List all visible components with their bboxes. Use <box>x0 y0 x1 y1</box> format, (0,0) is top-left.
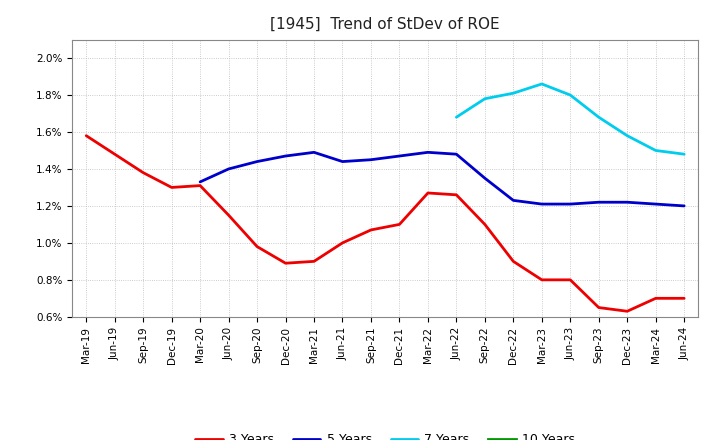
3 Years <box>310 259 318 264</box>
5 Years <box>395 154 404 159</box>
7 Years <box>480 96 489 101</box>
5 Years <box>282 154 290 159</box>
7 Years <box>680 151 688 157</box>
Legend: 3 Years, 5 Years, 7 Years, 10 Years: 3 Years, 5 Years, 7 Years, 10 Years <box>191 429 580 440</box>
7 Years <box>537 81 546 87</box>
7 Years <box>595 114 603 120</box>
3 Years <box>338 240 347 246</box>
5 Years <box>225 166 233 172</box>
7 Years <box>623 133 631 138</box>
5 Years <box>509 198 518 203</box>
7 Years <box>566 92 575 98</box>
3 Years <box>196 183 204 188</box>
3 Years <box>623 308 631 314</box>
3 Years <box>110 151 119 157</box>
3 Years <box>509 259 518 264</box>
5 Years <box>566 202 575 207</box>
5 Years <box>480 176 489 181</box>
5 Years <box>680 203 688 209</box>
5 Years <box>452 151 461 157</box>
3 Years <box>566 277 575 282</box>
3 Years <box>366 227 375 233</box>
5 Years <box>537 202 546 207</box>
3 Years <box>225 213 233 218</box>
3 Years <box>82 133 91 138</box>
3 Years <box>480 222 489 227</box>
Line: 3 Years: 3 Years <box>86 136 684 311</box>
3 Years <box>167 185 176 190</box>
5 Years <box>310 150 318 155</box>
3 Years <box>253 244 261 249</box>
5 Years <box>196 179 204 184</box>
Title: [1945]  Trend of StDev of ROE: [1945] Trend of StDev of ROE <box>271 16 500 32</box>
5 Years <box>338 159 347 164</box>
3 Years <box>282 260 290 266</box>
7 Years <box>652 148 660 153</box>
3 Years <box>452 192 461 198</box>
3 Years <box>395 222 404 227</box>
5 Years <box>366 157 375 162</box>
5 Years <box>595 200 603 205</box>
5 Years <box>623 200 631 205</box>
5 Years <box>423 150 432 155</box>
7 Years <box>452 114 461 120</box>
3 Years <box>595 305 603 310</box>
3 Years <box>423 191 432 196</box>
7 Years <box>509 91 518 96</box>
Line: 7 Years: 7 Years <box>456 84 684 154</box>
Line: 5 Years: 5 Years <box>200 152 684 206</box>
3 Years <box>652 296 660 301</box>
5 Years <box>253 159 261 164</box>
3 Years <box>139 170 148 175</box>
3 Years <box>680 296 688 301</box>
5 Years <box>652 202 660 207</box>
3 Years <box>537 277 546 282</box>
